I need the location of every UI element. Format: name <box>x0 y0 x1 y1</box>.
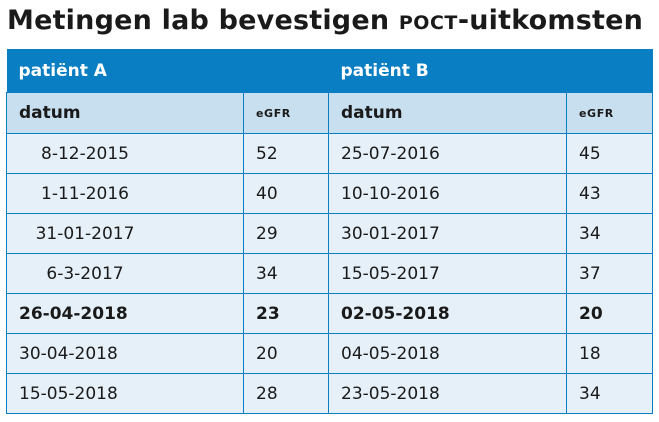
date-b-cell: 02-05-2018 <box>328 293 567 334</box>
measurements-table: patiënt A patiënt B datum eGFR datum eGF… <box>6 49 654 414</box>
egfr-b-cell: 20 <box>565 293 654 334</box>
page-title: Metingen lab bevestigen POCT-uitkomsten <box>7 2 643 40</box>
title-main: Metingen lab bevestigen <box>7 5 399 36</box>
egfr-a-cell: 23 <box>243 293 329 334</box>
date-b-cell: 15-05-2017 <box>328 253 567 294</box>
patient-b-header: patiënt B <box>328 49 653 93</box>
col-header-egfr-a: eGFR <box>243 92 329 134</box>
date-a-cell: 26-04-2018 <box>6 293 244 334</box>
col-header-datum-a: datum <box>6 92 244 134</box>
title-abbr: POCT <box>398 12 458 34</box>
egfr-b-cell: 37 <box>565 253 654 294</box>
table-row: 15-05-2018 28 23-05-2018 34 <box>6 373 654 414</box>
date-b-cell: 25-07-2016 <box>328 133 567 174</box>
date-a-cell: 30-04-2018 <box>6 333 244 374</box>
date-b-cell: 23-05-2018 <box>328 373 567 414</box>
date-b-cell: 30-01-2017 <box>328 213 567 254</box>
table-row: 31-01-2017 29 30-01-2017 34 <box>6 213 654 254</box>
egfr-a-cell: 52 <box>243 133 329 174</box>
egfr-b-cell: 34 <box>565 373 654 414</box>
table-row-highlighted: 26-04-2018 23 02-05-2018 20 <box>6 293 654 334</box>
col-header-datum-b: datum <box>328 92 567 134</box>
table-row: 1-11-2016 40 10-10-2016 43 <box>6 173 654 214</box>
egfr-a-cell: 40 <box>243 173 329 214</box>
egfr-b-cell: 45 <box>565 133 654 174</box>
date-a-cell: 6-3-2017 <box>6 253 244 294</box>
egfr-b-cell: 43 <box>565 173 654 214</box>
patient-a-header: patiënt A <box>6 49 329 93</box>
egfr-a-cell: 29 <box>243 213 329 254</box>
egfr-a-cell: 20 <box>243 333 329 374</box>
title-suffix: -uitkomsten <box>457 5 644 36</box>
date-b-cell: 10-10-2016 <box>328 173 567 214</box>
table-row: 6-3-2017 34 15-05-2017 37 <box>6 253 654 294</box>
date-a-cell: 1-11-2016 <box>6 173 244 214</box>
patient-header-row: patiënt A patiënt B <box>6 49 653 93</box>
date-a-cell: 31-01-2017 <box>6 213 244 254</box>
egfr-b-cell: 18 <box>565 333 654 374</box>
date-a-cell: 15-05-2018 <box>6 373 244 414</box>
egfr-a-cell: 28 <box>243 373 329 414</box>
table-row: 30-04-2018 20 04-05-2018 18 <box>6 333 654 374</box>
table-row: 8-12-2015 52 25-07-2016 45 <box>6 133 654 174</box>
egfr-a-cell: 34 <box>243 253 329 294</box>
date-b-cell: 04-05-2018 <box>328 333 567 374</box>
date-a-cell: 8-12-2015 <box>6 133 244 174</box>
column-header-row: datum eGFR datum eGFR <box>6 92 654 134</box>
egfr-b-cell: 34 <box>565 213 654 254</box>
col-header-egfr-b: eGFR <box>565 92 654 134</box>
